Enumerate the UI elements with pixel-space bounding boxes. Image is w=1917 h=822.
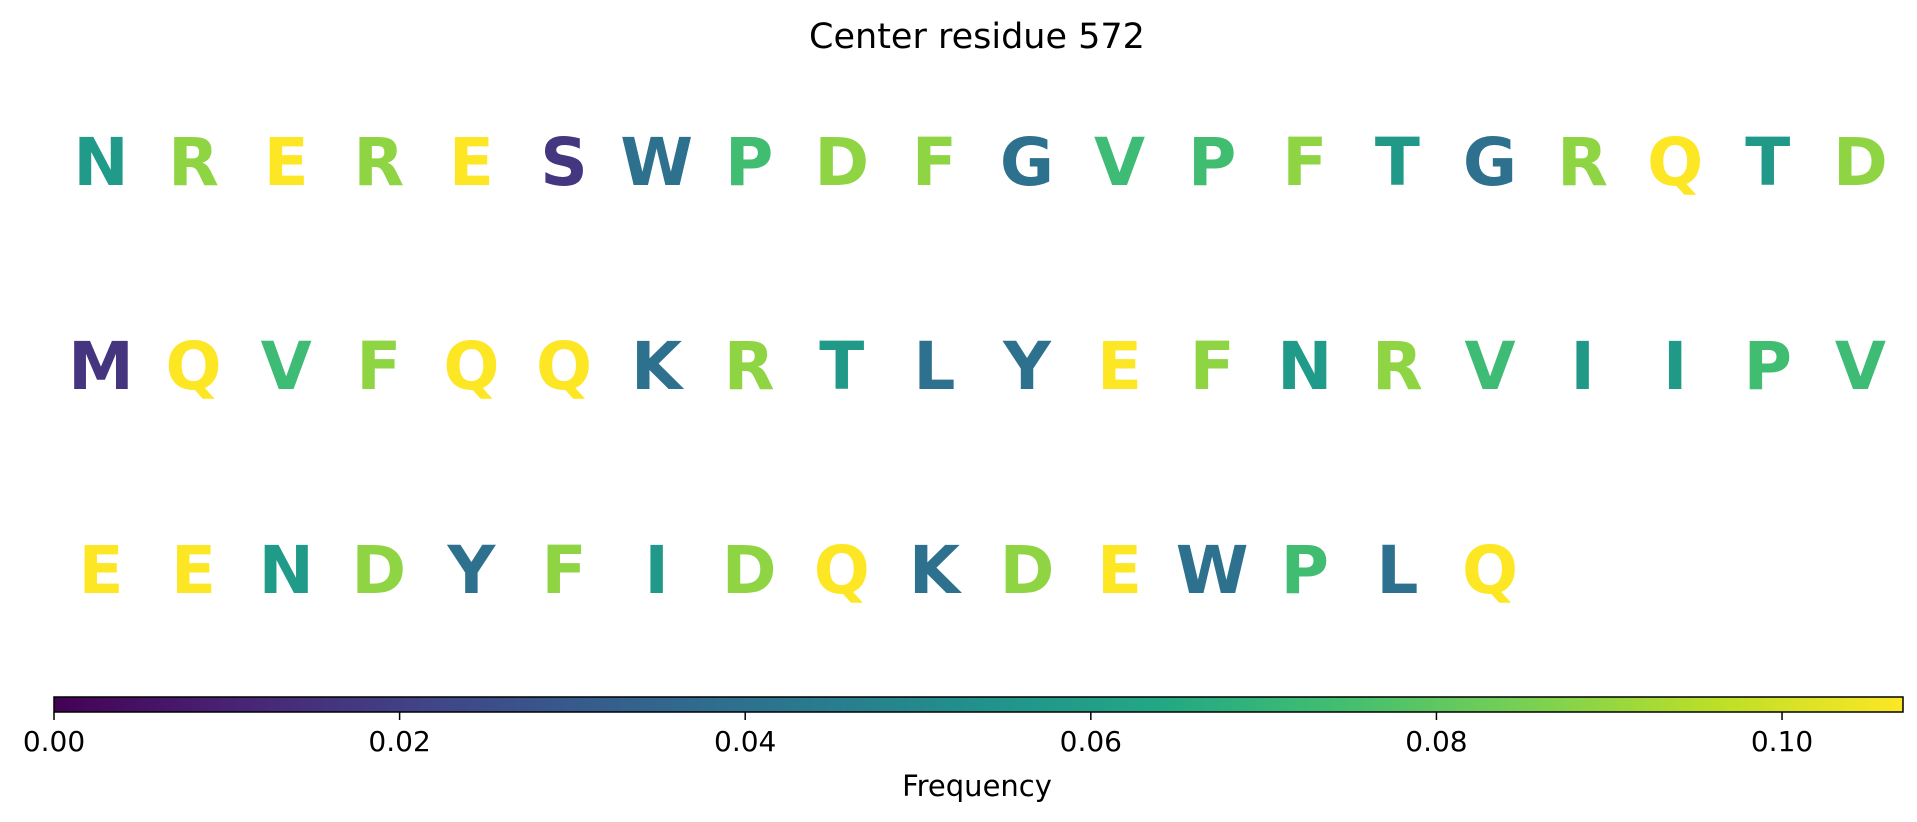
- residue-letter: V: [261, 328, 312, 405]
- colorbar: 0.00 0.02 0.04 0.06 0.08 0.10 Frequency: [23, 696, 1904, 803]
- residue-letter: M: [68, 328, 134, 405]
- residue-letter: P: [725, 124, 773, 201]
- residue-letter: Y: [447, 532, 497, 609]
- colorbar-tick-label: 0.04: [714, 725, 776, 758]
- residue-letter: F: [912, 124, 957, 201]
- residue-letter: D: [1833, 124, 1888, 201]
- colorbar-gradient: [53, 696, 1904, 713]
- residue-letter: F: [356, 328, 401, 405]
- residue-letter: R: [724, 328, 775, 405]
- residue-letter: V: [1464, 328, 1515, 405]
- colorbar-tick-label: 0.10: [1751, 725, 1813, 758]
- residue-letter: E: [78, 532, 123, 609]
- residue-letter: K: [631, 328, 685, 405]
- residue-letter: E: [1097, 532, 1142, 609]
- residue-letter: R: [168, 124, 219, 201]
- residue-letter: G: [1000, 124, 1054, 201]
- residue-letter: Q: [536, 328, 592, 405]
- colorbar-tick-label: 0.06: [1060, 725, 1122, 758]
- residue-letter: I: [644, 532, 669, 609]
- residue-letter: D: [1000, 532, 1055, 609]
- residue-letter: E: [449, 124, 494, 201]
- residue-letter: L: [913, 328, 955, 405]
- residue-letter: I: [1570, 328, 1595, 405]
- residue-grid: N R E R E S W P D F G V P F T G R Q T DM Q V F Q Q K R T L Y E F N R V I I P V…: [68, 124, 1888, 609]
- residue-letter: Y: [1002, 328, 1052, 405]
- colorbar-label: Frequency: [902, 769, 1052, 803]
- residue-letter: I: [1663, 328, 1688, 405]
- residue-letter: T: [1375, 124, 1420, 201]
- residue-letter: L: [1376, 532, 1418, 609]
- residue-letter: D: [351, 532, 406, 609]
- residue-letter: N: [1277, 328, 1332, 405]
- residue-letter: V: [1094, 124, 1145, 201]
- residue-letter: R: [1372, 328, 1423, 405]
- residue-letter: G: [1463, 124, 1517, 201]
- residue-letter: P: [1188, 124, 1236, 201]
- residue-letter: Q: [1462, 532, 1518, 609]
- residue-letter: F: [1190, 328, 1235, 405]
- residue-letter: N: [259, 532, 314, 609]
- residue-letter: F: [541, 532, 586, 609]
- residue-letter: E: [1097, 328, 1142, 405]
- residue-letter: K: [909, 532, 963, 609]
- residue-letter: T: [1745, 124, 1790, 201]
- residue-letter: Q: [443, 328, 499, 405]
- colorbar-tick-label: 0.08: [1405, 725, 1467, 758]
- colorbar-tick-label: 0.02: [368, 725, 430, 758]
- residue-letter: D: [814, 124, 869, 201]
- residue-letter: P: [1281, 532, 1329, 609]
- residue-letter: S: [540, 124, 588, 201]
- residue-letter: E: [171, 532, 216, 609]
- residue-letter: D: [722, 532, 777, 609]
- residue-letter: F: [1282, 124, 1327, 201]
- residue-letter: Q: [1647, 124, 1703, 201]
- residue-letter: W: [620, 124, 693, 201]
- residue-letter: R: [353, 124, 404, 201]
- chart-title: Center residue 572: [809, 17, 1145, 57]
- residue-letter: W: [1176, 532, 1249, 609]
- residue-letter: T: [819, 328, 864, 405]
- colorbar-ticks: 0.00 0.02 0.04 0.06 0.08 0.10: [23, 712, 1813, 758]
- residue-letter: Q: [166, 328, 222, 405]
- residue-letter: V: [1835, 328, 1886, 405]
- residue-letter: P: [1744, 328, 1792, 405]
- residue-letter: Q: [814, 532, 870, 609]
- residue-letter: R: [1557, 124, 1608, 201]
- residue-letter: N: [73, 124, 128, 201]
- residue-letter: E: [264, 124, 309, 201]
- colorbar-tick-label: 0.00: [23, 725, 85, 758]
